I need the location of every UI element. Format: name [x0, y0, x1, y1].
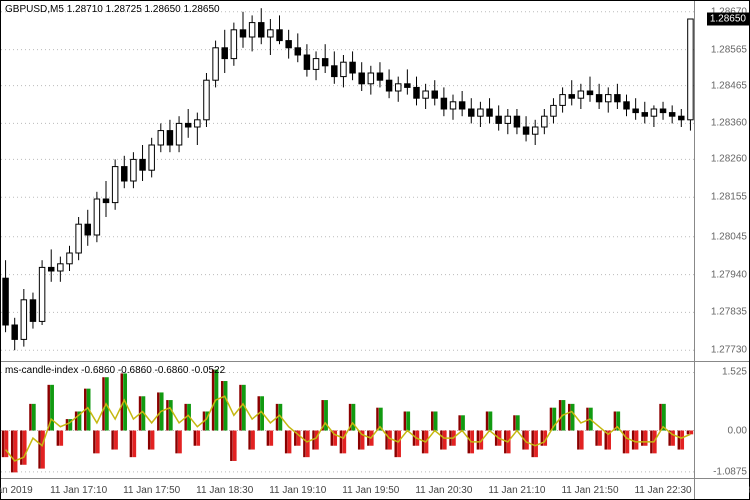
xaxis-spacer	[694, 479, 749, 499]
xaxis-panel: 11 Jan 2019 11 Jan 17:10 11 Jan 17:50 11 Ja…	[1, 478, 749, 499]
xaxis-tick: 11 Jan 19:10	[269, 485, 326, 496]
xaxis-tick: 11 Jan 18:30	[196, 485, 253, 496]
price-yaxis: 1.286701.285651.284651.283601.282601.281…	[694, 1, 749, 361]
price-ytick: 1.27835	[711, 307, 747, 318]
xaxis-tick: 11 Jan 17:10	[50, 485, 107, 496]
price-plot-area[interactable]: GBPUSD,M5 1.28710 1.28725 1.28650 1.2865…	[1, 1, 695, 361]
indicator-ytick: 1.525	[722, 367, 747, 378]
xaxis-tick: 11 Jan 22:30	[634, 485, 691, 496]
price-ytick: 1.27940	[711, 269, 747, 280]
price-panel[interactable]: GBPUSD,M5 1.28710 1.28725 1.28650 1.2865…	[1, 1, 749, 361]
xaxis-tick: 11 Jan 2019	[0, 485, 33, 496]
current-price-badge: 1.28650	[707, 13, 749, 26]
chart-container: GBPUSD,M5 1.28710 1.28725 1.28650 1.2865…	[0, 0, 750, 500]
indicator-header: ms-candle-index -0.6860 -0.6860 -0.6860 …	[5, 365, 225, 376]
indicator-plot-area[interactable]: ms-candle-index -0.6860 -0.6860 -0.6860 …	[1, 362, 695, 480]
xaxis-tick: 11 Jan 19:50	[342, 485, 399, 496]
xaxis-area: 11 Jan 2019 11 Jan 17:10 11 Jan 17:50 11 Ja…	[1, 479, 695, 499]
price-ytick: 1.27730	[711, 345, 747, 356]
price-ytick: 1.28565	[711, 44, 747, 55]
price-ytick: 1.28045	[711, 231, 747, 242]
price-ytick: 1.28260	[711, 154, 747, 165]
indicator-name: ms-candle-index	[5, 365, 78, 376]
symbol-label: GBPUSD,M5	[5, 4, 64, 15]
price-ytick: 1.28155	[711, 192, 747, 203]
price-ytick: 1.28360	[711, 118, 747, 129]
indicator-ytick: -1.0875	[713, 466, 747, 477]
indicator-yaxis: 1.525 0.00 -1.0875	[694, 362, 749, 480]
xaxis-tick: 11 Jan 21:50	[561, 485, 618, 496]
xaxis-tick: 11 Jan 17:50	[123, 485, 180, 496]
candlestick-svg	[1, 1, 695, 361]
indicator-values: -0.6860 -0.6860 -0.6860 -0.0522	[81, 365, 225, 376]
xaxis-tick: 11 Jan 20:30	[415, 485, 472, 496]
indicator-panel[interactable]: ms-candle-index -0.6860 -0.6860 -0.6860 …	[1, 361, 749, 480]
ohlc-label: 1.28710 1.28725 1.28650 1.28650	[67, 4, 220, 15]
chart-header: GBPUSD,M5 1.28710 1.28725 1.28650 1.2865…	[5, 4, 220, 15]
price-ytick: 1.28465	[711, 80, 747, 91]
xaxis-tick: 11 Jan 21:10	[488, 485, 545, 496]
indicator-ytick: 0.00	[728, 425, 747, 436]
indicator-svg	[1, 362, 695, 480]
